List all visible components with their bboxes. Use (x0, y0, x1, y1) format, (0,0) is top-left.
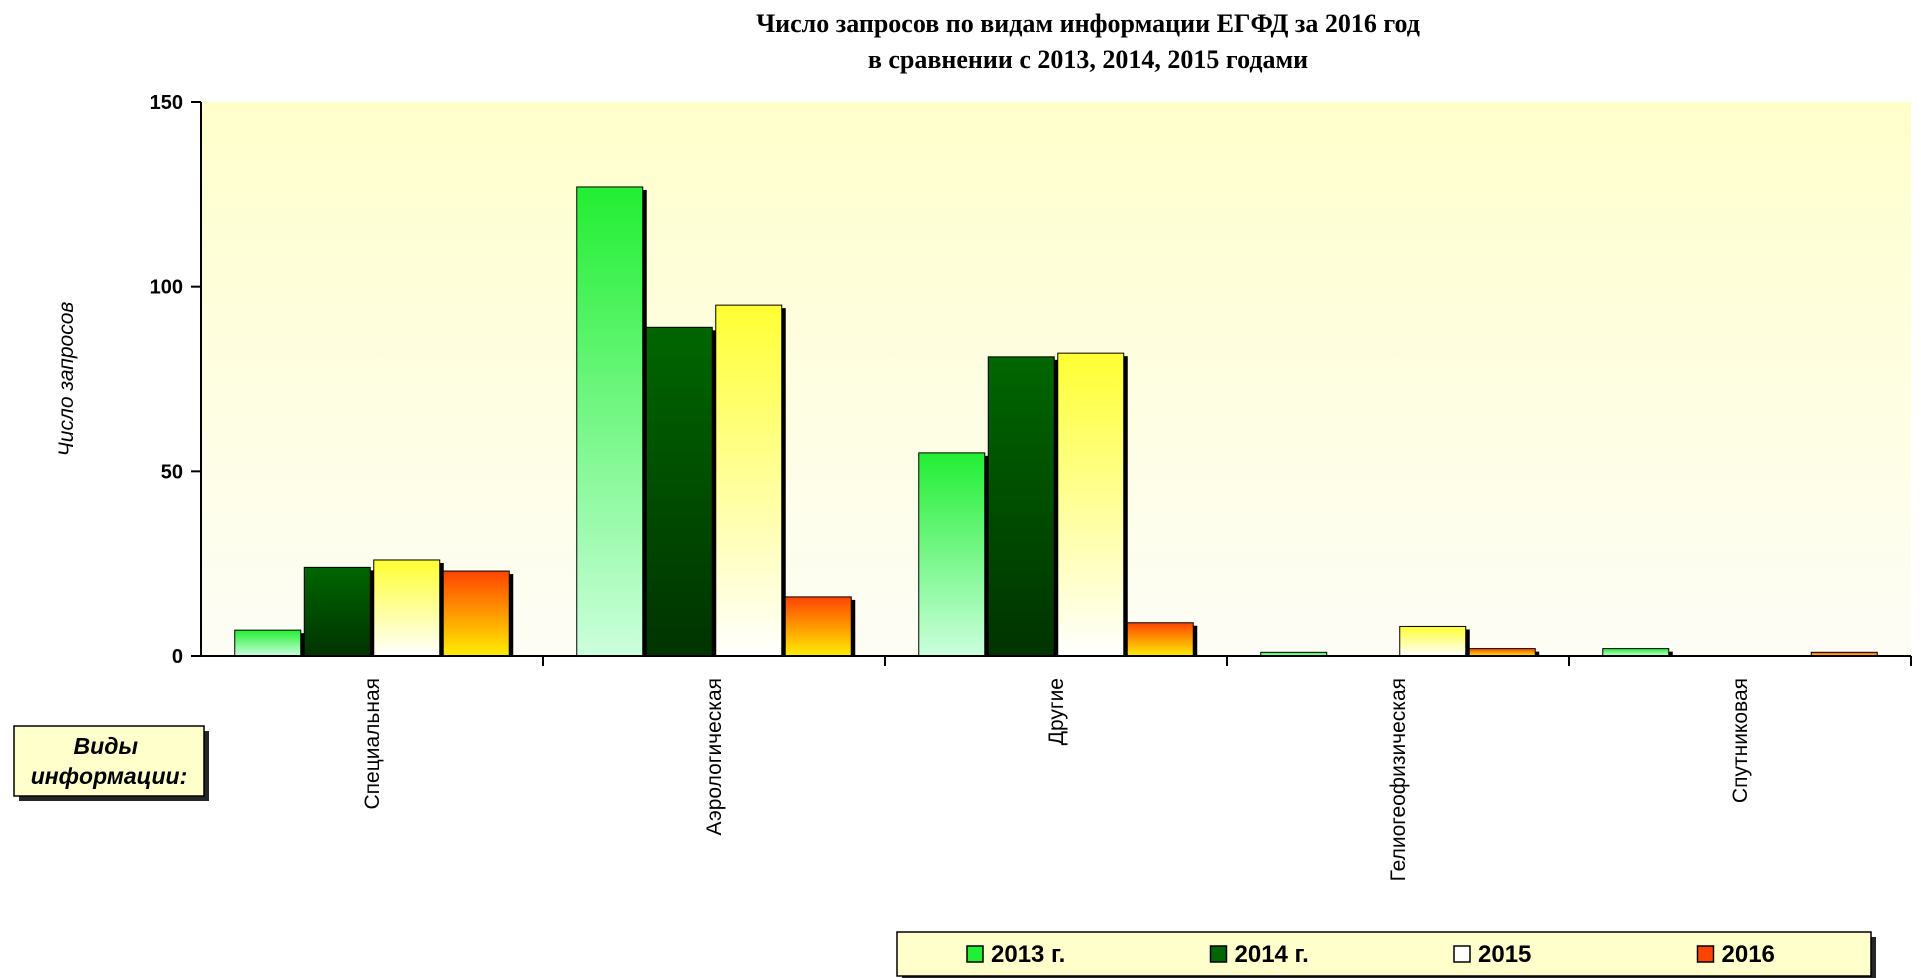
bar-2016-другие (1126, 622, 1194, 657)
bar-2016-специальная (442, 570, 510, 657)
legend-label-2016: 2016 (1722, 941, 1775, 968)
bar-2013-г-спутниковая (1602, 648, 1670, 657)
category-labels: Специальная Аэрологическая Другие Гелиогеоф… (361, 678, 1752, 881)
bar-2016-гелиогеофизическая (1468, 648, 1536, 657)
chart-title-line-2: в сравнении с 2013, 2014, 2015 годами (868, 45, 1308, 74)
bar-2015-специальная (373, 559, 441, 657)
bar-2014-г-специальная (303, 566, 371, 657)
legend: 2013 г. 2014 г. 2015 2016 (896, 931, 1876, 978)
bar-2013-г-аэрологическая (576, 186, 644, 657)
bar-2015-гелиогеофизическая (1399, 625, 1467, 657)
y-tick-label: 100 (150, 277, 183, 299)
bar-2015-другие (1057, 352, 1125, 657)
category-label-аэрологическая: Аэрологическая (703, 678, 726, 835)
legend-swatch-2015 (1453, 945, 1471, 963)
legend-label-2014-г: 2014 г. (1235, 941, 1309, 968)
x-axis-title: Виды информации: (31, 733, 188, 789)
legend-swatch-2014-г (1209, 945, 1228, 963)
legend-label-2015: 2015 (1478, 941, 1531, 968)
x-ticks (542, 656, 1912, 666)
legend-swatch-2016 (1696, 945, 1715, 963)
legend-label-2013-г: 2013 г. (991, 941, 1065, 968)
y-tick-label: 150 (150, 92, 183, 114)
y-tick-label: 50 (161, 461, 183, 483)
x-axis-title-box: Виды информации: (13, 725, 209, 801)
category-label-специальная: Специальная (361, 678, 384, 810)
y-tick-label: 0 (172, 646, 183, 668)
y-ticks: 0 50 100 150 (150, 92, 201, 668)
bar-2016-аэрологическая (784, 596, 852, 657)
category-label-гелиогеофизическая: Гелиогеофизическая (1387, 678, 1410, 881)
bar-2014-г-другие (987, 356, 1055, 657)
y-axis-label: Число запросов (55, 302, 78, 457)
bars-layer (234, 186, 1882, 657)
chart-title-line-1: Число запросов по видам информации ЕГФД … (756, 9, 1420, 38)
bar-2013-г-специальная (234, 629, 302, 657)
category-label-спутниковая: Спутниковая (1729, 678, 1752, 803)
category-label-другие: Другие (1045, 678, 1068, 745)
bar-2014-г-аэрологическая (645, 326, 713, 657)
legend-swatch-2013-г (966, 945, 984, 963)
bar-2013-г-другие (918, 452, 986, 657)
bar-2015-аэрологическая (715, 304, 783, 657)
